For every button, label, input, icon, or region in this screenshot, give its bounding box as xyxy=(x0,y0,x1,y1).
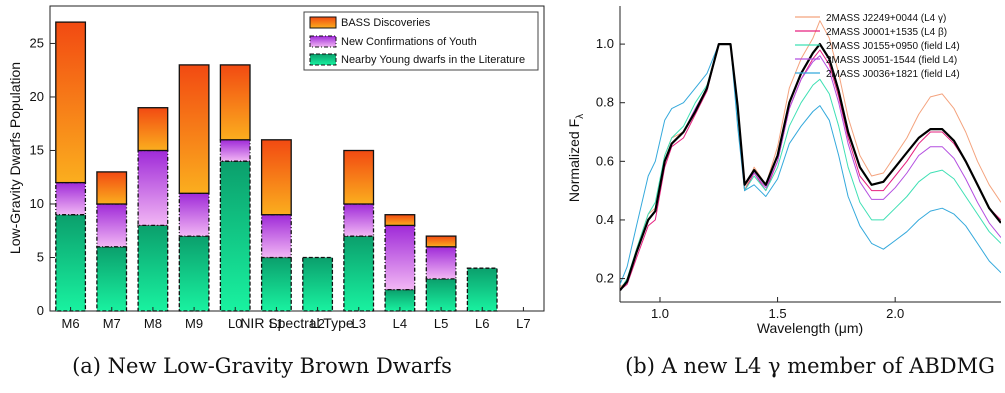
x-tick-label-a: L3 xyxy=(352,316,366,331)
legend-label-b: 2MASS J2249+0044 (L4 γ) xyxy=(826,13,946,24)
x-tick-label-a: M7 xyxy=(103,316,121,331)
y-tick-label-b: 1.0 xyxy=(596,36,614,51)
bar-confirmations-l5 xyxy=(425,246,457,280)
legend-a: BASS Discoveries New Confirmations of Yo… xyxy=(303,11,539,71)
y-tick-label-b: 0.4 xyxy=(596,212,614,227)
legend-swatch-bass xyxy=(309,16,337,29)
bar-confirmations-l0 xyxy=(219,139,251,162)
legend-label-b: 2MASS J0155+0950 (field L4) xyxy=(826,41,960,52)
legend-label-literature: Nearby Young dwarfs in the Literature xyxy=(341,54,525,66)
y-tick-label-a: 25 xyxy=(30,35,44,50)
bar-confirmations-l1 xyxy=(260,214,292,259)
legend-label-b: 2MASS J0051-1544 (field L4) xyxy=(826,55,957,66)
y-tick-label-a: 20 xyxy=(30,89,44,104)
x-tick-label-a: L6 xyxy=(475,316,489,331)
spectrum-line-1 xyxy=(620,43,1001,291)
legend-label-b: 2MASS J0036+1821 (field L4) xyxy=(826,69,960,80)
legend-label-b: 2MASS J0001+1535 (L4 β) xyxy=(826,27,947,38)
legend-b: 2MASS J2249+0044 (L4 γ) 2MASS J0001+1535 … xyxy=(795,13,960,80)
bar-bass-l1 xyxy=(260,139,292,216)
legend-label-confirmations: New Confirmations of Youth xyxy=(341,36,477,48)
bar-chart-low-gravity-population: 0 5 10 15 20 25 M6 M7 M8 M9 L0 L1 L2 L3 L4 L5 L6 L7 Low-… xyxy=(7,5,545,378)
bar-bass-m8 xyxy=(137,107,169,152)
bar-literature-l3 xyxy=(343,235,375,312)
x-tick-label-a: L4 xyxy=(393,316,407,331)
bar-confirmations-m6 xyxy=(55,181,87,216)
bar-literature-l2 xyxy=(302,256,334,312)
bar-literature-l1 xyxy=(260,256,292,312)
y-axis-label-a: Low-Gravity Dwarfs Population xyxy=(7,62,23,254)
x-tick-label-a: M9 xyxy=(185,316,203,331)
bar-confirmations-m9 xyxy=(178,192,210,237)
spectrum-line-2 xyxy=(620,43,1001,291)
bar-literature-l0 xyxy=(219,160,251,312)
x-tick-label-a: L1 xyxy=(269,316,283,331)
legend-label-bass: BASS Discoveries xyxy=(341,17,431,29)
bar-bass-l4 xyxy=(384,214,416,227)
x-tick-label-b: 1.0 xyxy=(651,306,669,321)
y-axis-label-b-sub: λ xyxy=(575,114,586,119)
spectrum-line-main xyxy=(620,43,1001,291)
caption-a: (a) New Low-Gravity Brown Dwarfs xyxy=(72,354,452,378)
spectrum-line-4 xyxy=(620,43,1001,285)
y-axis-label-b-main: Normalized F xyxy=(566,119,582,202)
legend-swatch-confirmations xyxy=(309,35,337,48)
x-axis-label-a: NIR Spectral Type xyxy=(240,315,354,331)
x-tick-label-b: 1.5 xyxy=(769,306,787,321)
y-tick-label-b: 0.8 xyxy=(596,95,614,110)
x-tick-label-a: L2 xyxy=(310,316,324,331)
x-axis-label-b: Wavelength (μm) xyxy=(757,320,863,336)
bar-literature-l5 xyxy=(425,278,457,312)
bar-confirmations-l3 xyxy=(343,203,375,237)
spectrum-line-3 xyxy=(620,43,1001,291)
bar-literature-m7 xyxy=(96,246,128,312)
plot-frame-a xyxy=(49,5,545,312)
y-tick-label-a: 10 xyxy=(30,196,44,211)
x-tick-label-b: 2.0 xyxy=(886,306,904,321)
y-tick-label-a: 0 xyxy=(37,303,44,318)
legend-swatch-literature xyxy=(309,53,337,66)
bar-bass-l0 xyxy=(219,64,251,141)
x-tick-label-a: M6 xyxy=(62,316,80,331)
bar-confirmations-l4 xyxy=(384,224,416,291)
bar-bass-m6 xyxy=(55,21,87,184)
spectrum-line-chart: 0.20.40.60.81.0 1.0 1.5 2.0 Normalized Fλ … xyxy=(566,6,1001,378)
x-tick-label-a: L0 xyxy=(228,316,242,331)
bar-confirmations-m7 xyxy=(96,203,128,248)
x-tick-label-a: L7 xyxy=(516,316,530,331)
bar-confirmations-m8 xyxy=(137,149,169,227)
bar-literature-l6 xyxy=(466,267,498,312)
y-tick-label-b: 0.2 xyxy=(596,271,614,286)
legend-box-a xyxy=(303,11,539,71)
bar-bass-l3 xyxy=(343,149,375,205)
y-tick-label-a: 5 xyxy=(37,249,44,264)
bar-bass-l5 xyxy=(425,235,457,248)
caption-b: (b) A new L4 γ member of ABDMG xyxy=(625,354,995,378)
bar-literature-m9 xyxy=(178,235,210,312)
y-tick-label-a: 15 xyxy=(30,142,44,157)
bar-bass-m7 xyxy=(96,171,128,205)
bar-literature-m8 xyxy=(137,224,169,312)
x-tick-label-a: M8 xyxy=(144,316,162,331)
bar-bass-m9 xyxy=(178,64,210,194)
y-axis-label-b: Normalized Fλ xyxy=(566,114,586,202)
x-tick-label-a: L5 xyxy=(434,316,448,331)
y-tick-label-b: 0.6 xyxy=(596,153,614,168)
bar-literature-m6 xyxy=(55,214,87,312)
